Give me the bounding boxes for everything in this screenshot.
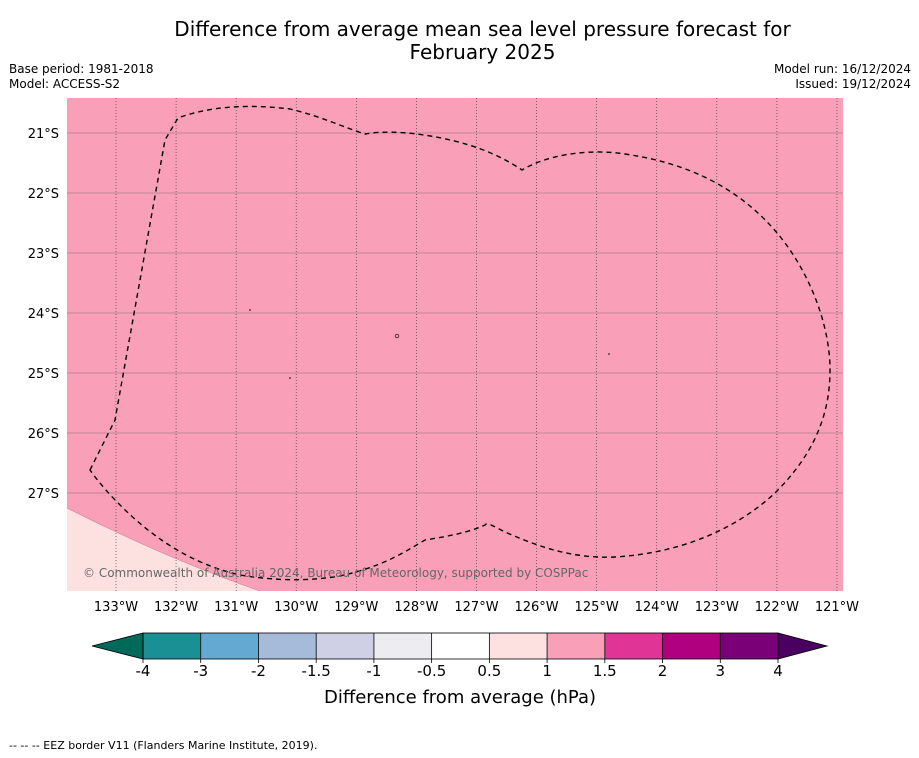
colorbar-title: Difference from average (hPa) <box>324 687 596 708</box>
latitude-label: 24°S <box>28 307 59 322</box>
anomaly-contour <box>67 507 261 591</box>
colorbar-tick-label: 0.5 <box>477 662 501 680</box>
latitude-label: 25°S <box>28 367 59 382</box>
longitude-label: 125°W <box>575 600 619 615</box>
colorbar: -4 -3 -2 -1.5 -1 -0.5 0.5 1 1.5 2 3 4 Difference fr… <box>91 632 829 708</box>
island-marker <box>249 309 251 311</box>
longitude-label: 131°W <box>214 600 258 615</box>
title-line-1: Difference from average mean sea level p… <box>174 17 791 41</box>
colorbar-segment <box>431 633 490 659</box>
colorbar-under-arrow <box>91 632 144 660</box>
longitude-label: 123°W <box>695 600 739 615</box>
meta-right: Model run: 16/12/2024 Issued: 19/12/2024 <box>774 62 911 92</box>
colorbar-tick-label: 1 <box>542 662 552 680</box>
colorbar-segment <box>258 633 317 659</box>
colorbar-tick-label: -1 <box>366 662 381 680</box>
base-period: Base period: 1981-2018 <box>9 62 154 76</box>
longitude-label: 127°W <box>454 600 498 615</box>
chart-title: Difference from average mean sea level p… <box>0 18 919 64</box>
colorbar-segment <box>604 633 664 659</box>
colorbar-segment <box>200 633 259 659</box>
island-marker <box>608 353 610 355</box>
latitude-label: 27°S <box>28 487 59 502</box>
colorbar-tick-label: -3 <box>193 662 208 680</box>
model-name: Model: ACCESS-S2 <box>9 77 121 91</box>
longitude-label: 130°W <box>274 600 318 615</box>
longitude-label: 122°W <box>755 600 799 615</box>
colorbar-segment <box>143 633 202 659</box>
longitude-label: 128°W <box>394 600 438 615</box>
title-line-2: February 2025 <box>409 40 556 64</box>
latitude-label: 22°S <box>28 187 59 202</box>
colorbar-tick-label: -4 <box>136 662 151 680</box>
colorbar-tick-label: 2 <box>658 662 668 680</box>
low-anomaly-region <box>67 508 260 591</box>
colorbar-segment <box>662 633 721 659</box>
longitude-label: 121°W <box>815 600 859 615</box>
colorbar-tick-label: 3 <box>715 662 725 680</box>
longitude-labels: 133°W 132°W 131°W 130°W 129°W 128°W 127°W 126°W… <box>94 600 859 615</box>
issued-date: Issued: 19/12/2024 <box>795 77 911 91</box>
model-run: Model run: 16/12/2024 <box>773 62 911 76</box>
eez-border <box>89 105 831 581</box>
longitude-label: 132°W <box>154 600 198 615</box>
island-marker <box>289 377 291 379</box>
longitude-label: 124°W <box>635 600 679 615</box>
colorbar-tick-label: -1.5 <box>302 662 331 680</box>
longitude-label: 133°W <box>94 600 138 615</box>
colorbar-segment <box>547 633 606 659</box>
colorbar-tick-label: -2 <box>251 662 266 680</box>
longitude-gridlines <box>115 98 838 591</box>
colorbar-over-arrow <box>777 632 829 660</box>
longitude-label: 126°W <box>514 600 558 615</box>
latitude-label: 26°S <box>28 427 59 442</box>
colorbar-segment <box>316 633 375 659</box>
colorbar-tick-label: 1.5 <box>593 662 617 680</box>
latitude-label: 23°S <box>28 247 59 262</box>
map-background <box>67 98 843 591</box>
map-area: © Commonwealth of Australia 2024, Bureau… <box>67 98 843 591</box>
meta-left: Base period: 1981-2018 Model: ACCESS-S2 <box>9 62 154 92</box>
colorbar-segment <box>720 633 779 659</box>
island-marker <box>394 333 400 339</box>
footer-note: -- -- -- EEZ border V11 (Flanders Marine… <box>9 739 318 752</box>
colorbar-tick-label: -0.5 <box>417 662 446 680</box>
colorbar-segment <box>373 633 433 659</box>
latitude-labels: 21°S 22°S 23°S 24°S 25°S 26°S 27°S <box>28 127 59 502</box>
colorbar-segment <box>489 633 548 659</box>
colorbar-tick-label: 4 <box>773 662 783 680</box>
latitude-gridlines <box>67 132 843 494</box>
longitude-label: 129°W <box>334 600 378 615</box>
copyright-notice: © Commonwealth of Australia 2024, Bureau… <box>83 566 588 580</box>
latitude-label: 21°S <box>28 127 59 142</box>
